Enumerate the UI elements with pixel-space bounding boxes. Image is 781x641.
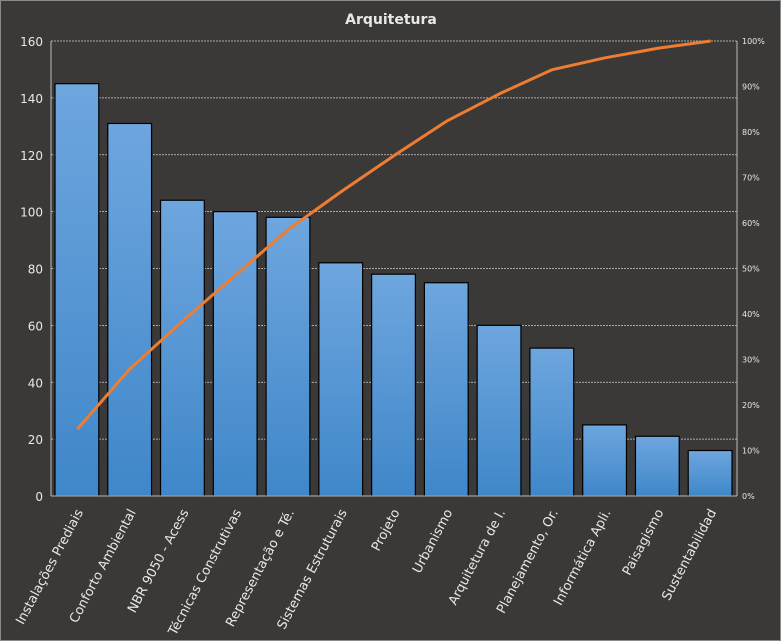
- x-tick-label: Informática Apli.: [551, 507, 614, 608]
- bar: [476, 324, 522, 497]
- y2-tick-label: 50%: [742, 265, 760, 274]
- y2-tick-label: 90%: [742, 83, 760, 92]
- bar: [107, 122, 153, 497]
- bar: [371, 273, 416, 497]
- bar: [54, 83, 100, 497]
- y-tick-label: 0: [35, 490, 43, 504]
- y2-tick-label: 100%: [742, 37, 765, 46]
- y2-tick-label: 60%: [742, 219, 760, 228]
- y-tick-label: 120: [20, 149, 43, 163]
- y2-tick-label: 70%: [742, 174, 760, 183]
- y-tick-label: 40: [28, 376, 43, 390]
- bar: [318, 262, 364, 497]
- x-tick-label: Paisagismo: [620, 507, 667, 578]
- x-tick-label: Arquitetura de I.: [446, 507, 509, 608]
- y2-tick-label: 40%: [742, 310, 760, 319]
- y-tick-label: 20: [28, 433, 43, 447]
- chart-title: Arquitetura: [345, 12, 437, 28]
- bar: [529, 347, 575, 497]
- y-tick-label: 100: [20, 206, 43, 220]
- bar: [212, 211, 258, 497]
- x-tick-label: Projeto: [369, 507, 404, 554]
- y2-tick-label: 20%: [742, 401, 760, 410]
- y2-tick-label: 0%: [742, 492, 755, 501]
- x-tick-label: Urbanismo: [410, 507, 456, 576]
- bar: [423, 282, 469, 497]
- bar: [687, 449, 733, 497]
- y2-tick-label: 10%: [742, 447, 760, 456]
- bar: [159, 199, 205, 497]
- y-tick-label: 60: [28, 319, 43, 333]
- bar: [265, 216, 311, 497]
- bar: [582, 424, 628, 497]
- bar: [634, 435, 680, 497]
- y2-tick-label: 80%: [742, 128, 760, 137]
- y-tick-label: 140: [20, 92, 43, 106]
- y2-tick-label: 30%: [742, 356, 760, 365]
- y-tick-label: 160: [20, 35, 43, 49]
- y-tick-label: 80: [28, 263, 43, 277]
- x-tick-label: Sustentabilidad: [659, 507, 720, 603]
